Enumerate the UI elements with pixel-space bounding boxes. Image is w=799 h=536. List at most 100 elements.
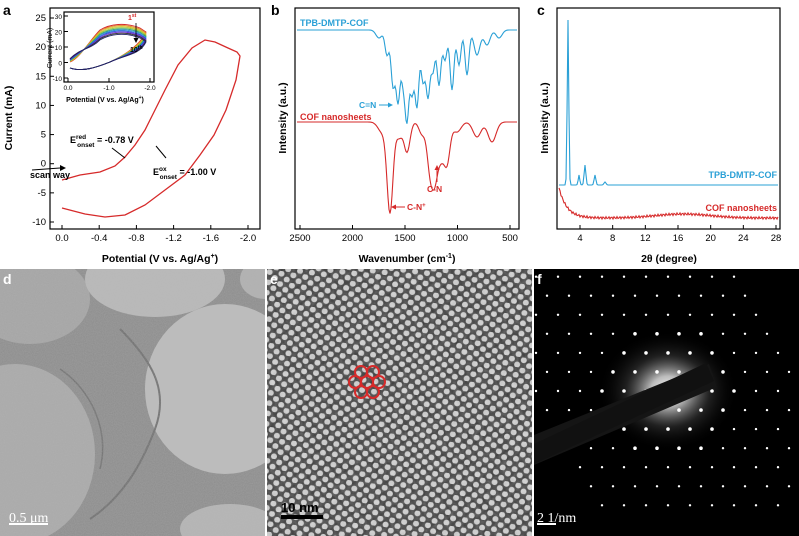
panel-b-x-tick-label: 1500 [394, 233, 415, 244]
scan-way-label: scan way [30, 170, 70, 180]
diffraction-spot [611, 485, 615, 488]
panel-c-x-tick-label: 4 [577, 233, 582, 244]
diffraction-spot [611, 370, 615, 374]
diffraction-spot [688, 275, 692, 278]
panel-d-scale-label: 0.5 μm [9, 511, 49, 526]
e-ox-label: Eox onset = -1.00 V [153, 166, 216, 181]
inset-xlabel: Potential (V vs. Ag/Ag+) [66, 95, 144, 104]
diffraction-spot [545, 370, 549, 374]
panel-a-ylabel: Current (mA) [3, 86, 15, 151]
diffraction-spot [600, 313, 604, 316]
panel-a-y-tick-label: 5 [41, 130, 46, 141]
diffraction-spot [567, 408, 571, 412]
ftir-cof-spectrum [297, 29, 517, 124]
scan-way-arrow [31, 167, 61, 171]
diffraction-spot [622, 351, 626, 355]
panel-d-tem-image: d 0.5 μm [0, 269, 265, 536]
inset-plot: 0.0 -1.0 -2.0 -10 0 10 20 30 Current (mA) Poten… [47, 11, 156, 104]
diffraction-spot [633, 485, 637, 488]
panel-a-ticks: 0.0 -0.4 -0.8 -1.2 -1.6 -2.0 -10 -5 0 5 10 15 20 25 [32, 13, 256, 244]
diffraction-spot [743, 370, 747, 374]
diffraction-spot [732, 313, 736, 316]
inset-cycle-arrowhead [133, 38, 139, 43]
cv-curve [61, 39, 241, 218]
diffraction-spot [578, 313, 582, 316]
diffraction-spot [644, 427, 648, 431]
inset-x-tick-label: -2.0 [144, 85, 156, 92]
panel-a-x-tick-label: 0.0 [55, 233, 68, 244]
panel-c-axes [556, 7, 781, 230]
diffraction-spot [545, 294, 549, 297]
diffraction-spot [688, 427, 692, 431]
panel-a-cv-plot: a 0.0 -0.4 -0.8 -1.2 -1.6 -2.0 -10 -5 0 5 10 15 20 25… [3, 2, 261, 265]
panel-c-xlabel: 2θ (degree) [641, 253, 697, 265]
panel-c-ticks: 4 8 12 16 20 24 28 [577, 225, 781, 244]
e-red-arrow [111, 147, 126, 159]
diffraction-spot [721, 332, 725, 335]
diffraction-spot [600, 504, 604, 507]
diffraction-spot [666, 427, 670, 431]
diffraction-spot [534, 351, 538, 355]
diffraction-spot [710, 427, 714, 431]
diffraction-spot [589, 370, 593, 374]
inset-x-tick-label: -1.0 [103, 85, 115, 92]
diffraction-spot [710, 389, 714, 393]
cn-single-arrowhead [434, 165, 440, 170]
diffraction-spot [732, 427, 736, 431]
panel-b-ftir-plot: b 2500 2000 1500 1000 500 Intensity (a.u.) W… [271, 2, 520, 265]
diffraction-spot [754, 351, 758, 355]
panel-a-y-tick-label: 25 [35, 13, 46, 24]
diffraction-spot [589, 447, 593, 450]
panel-a-y-tick-label: 20 [35, 42, 46, 53]
panel-c-xrd-plot: c 4 8 12 16 20 24 28 Intensity (a.u.) 2θ (degr… [537, 2, 781, 265]
diffraction-spot [633, 294, 637, 297]
diffraction-spot [765, 447, 769, 450]
panel-c-x-tick-label: 28 [771, 233, 782, 244]
diffraction-spot [567, 332, 571, 335]
diffraction-spot [666, 275, 670, 278]
diffraction-spot [589, 408, 593, 412]
diffraction-spot [754, 504, 758, 507]
diffraction-spot [732, 504, 736, 507]
diffraction-spot [655, 485, 659, 488]
diffraction-spot [721, 408, 725, 412]
diffraction-spot [677, 294, 681, 297]
diffraction-spot [644, 313, 648, 316]
panel-e-scale-label: 10 nm [281, 500, 319, 515]
diffraction-spot [677, 408, 681, 412]
panel-a-x-tick-label: -0.8 [128, 233, 144, 244]
panel-b-axes [294, 7, 520, 230]
cn-double-arrowhead [388, 102, 393, 108]
diffraction-spot [787, 408, 791, 412]
inset-x-tick-label: 0.0 [63, 85, 72, 92]
panel-b-x-tick-label: 2000 [342, 233, 363, 244]
diffraction-spot [655, 294, 659, 297]
panel-a-y-tick-label: 0 [41, 159, 46, 170]
panel-e-hrtem-image: e 10 nm [267, 269, 532, 536]
diffraction-spot [710, 275, 714, 278]
panel-a-y-tick-label: 10 [35, 100, 46, 111]
diffraction-spot [644, 504, 648, 507]
inset-y-tick-label: 30 [55, 14, 63, 21]
diffraction-spot [765, 370, 769, 374]
diffraction-spot [732, 389, 736, 393]
inset-y-tick-label: 10 [55, 45, 63, 52]
diffraction-spot [776, 389, 780, 393]
diffraction-spot [578, 466, 582, 469]
diffraction-spot [589, 485, 593, 488]
cn-single-label: C-N [427, 184, 442, 194]
diffraction-spot [655, 446, 659, 450]
xrd-cof-pattern [559, 19, 778, 186]
diffraction-spot [710, 313, 714, 316]
diffraction-spot [666, 466, 670, 469]
ftir-nanosheet-legend: COF nanosheets [300, 112, 372, 122]
diffraction-spot [666, 504, 670, 507]
diffraction-spot [787, 370, 791, 374]
inset-ticks: 0.0 -1.0 -2.0 -10 0 10 20 30 [53, 14, 156, 92]
ftir-cof-legend: TPB-DMTP-COF [300, 18, 369, 28]
diffraction-spot [765, 408, 769, 412]
diffraction-spot [677, 485, 681, 488]
panel-d-label: d [3, 271, 12, 287]
panel-e-label: e [270, 271, 278, 287]
diffraction-spot [721, 370, 725, 374]
